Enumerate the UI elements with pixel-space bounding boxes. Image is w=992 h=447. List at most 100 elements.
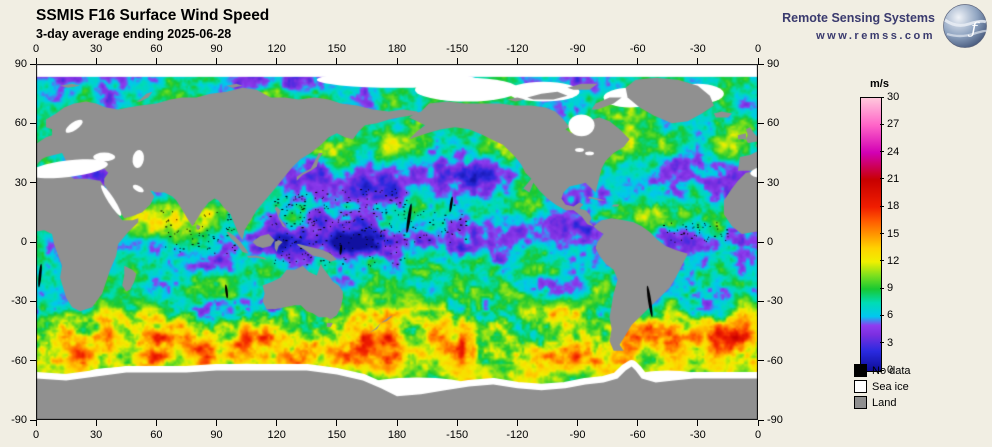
colorbar-tick-label: 12 <box>887 254 900 267</box>
lat-tick-left <box>30 63 36 65</box>
lon-label-bottom: -120 <box>506 429 529 441</box>
legend-item-land: Land <box>854 396 896 409</box>
lat-label-left: -90 <box>11 414 27 426</box>
lat-label-left: 0 <box>20 236 27 248</box>
lon-label-top: 0 <box>32 43 40 55</box>
legend-label: No data <box>872 364 911 377</box>
lon-tick-bottom <box>155 420 157 426</box>
colorbar-tick-label: 15 <box>887 227 900 240</box>
colorbar-tick <box>880 205 884 207</box>
lon-label-bottom: 60 <box>150 429 163 441</box>
lat-label-left: 30 <box>14 176 27 189</box>
colorbar-tick-label: 21 <box>887 172 900 185</box>
lon-tick-top <box>456 58 458 64</box>
legend-item-sea-ice: Sea ice <box>854 380 909 393</box>
brand-text: Remote Sensing Systems www.remss.com <box>782 11 935 42</box>
colorbar-tick-label: 3 <box>887 336 894 349</box>
colorbar <box>860 97 882 372</box>
lat-label-right: 30 <box>767 176 780 189</box>
colorbar-tick <box>880 287 884 289</box>
legend-swatch <box>854 364 867 377</box>
lon-tick-top <box>697 58 699 64</box>
lon-tick-bottom <box>637 420 639 426</box>
colorbar-unit: m/s <box>870 78 889 90</box>
lon-tick-bottom <box>516 420 518 426</box>
lat-label-right: 60 <box>767 117 780 130</box>
lon-tick-top <box>35 58 37 64</box>
lon-tick-bottom <box>276 420 278 426</box>
lon-label-bottom: 120 <box>267 429 286 441</box>
lon-label-bottom: -30 <box>689 429 706 441</box>
lon-tick-top <box>757 58 759 64</box>
lon-label-top: 30 <box>90 43 103 55</box>
colorbar-tick-label: 30 <box>887 91 900 103</box>
lat-label-left: 60 <box>14 117 27 130</box>
lon-label-bottom: 180 <box>387 429 407 441</box>
colorbar-tick <box>880 314 884 316</box>
colorbar-tick-label: 0 <box>887 364 894 376</box>
lon-tick-top <box>336 58 338 64</box>
lon-tick-bottom <box>577 420 578 426</box>
colorbar-tick <box>880 151 884 153</box>
lon-tick-top <box>637 58 639 64</box>
legend-swatch <box>854 396 867 409</box>
svg-text:ƒ: ƒ <box>967 19 980 39</box>
colorbar-tick <box>880 233 884 234</box>
brand-name: Remote Sensing Systems <box>782 10 935 25</box>
lat-tick-right <box>758 182 764 184</box>
legend-item-no-data: No data <box>854 364 911 377</box>
lon-tick-bottom <box>216 420 217 426</box>
globe-logo-icon: ƒ <box>942 3 988 49</box>
colorbar-tick <box>880 96 884 98</box>
lat-tick-left <box>30 122 36 124</box>
branding: Remote Sensing Systems www.remss.com ƒ <box>782 3 988 49</box>
lon-tick-top <box>95 58 97 64</box>
lon-tick-bottom <box>396 420 398 426</box>
lat-label-right: 90 <box>767 58 780 70</box>
lon-label-top: 180 <box>387 43 407 55</box>
colorbar-tick <box>880 260 884 262</box>
lon-label-top: 60 <box>150 43 163 55</box>
colorbar-tick-label: 24 <box>887 145 900 158</box>
lat-tick-right <box>758 63 764 65</box>
lat-tick-right <box>758 360 764 362</box>
lat-label-right: -60 <box>767 354 783 367</box>
lon-label-bottom: -90 <box>569 429 586 441</box>
wind-speed-map-image <box>36 64 758 420</box>
colorbar-tick-label: 6 <box>887 309 894 322</box>
lat-tick-left <box>30 241 36 243</box>
lon-label-top: -60 <box>629 43 646 55</box>
lat-label-left: -60 <box>11 354 27 367</box>
lat-tick-right <box>758 241 764 243</box>
page-title: SSMIS F16 Surface Wind Speed <box>36 7 270 24</box>
lat-label-left: -30 <box>11 295 27 308</box>
lat-label-right: 0 <box>767 236 774 248</box>
colorbar-tick-label: 18 <box>887 200 900 213</box>
lat-tick-right <box>758 300 764 302</box>
brand-url-link[interactable]: www.remss.com <box>816 29 935 42</box>
lon-label-top: -90 <box>569 43 586 55</box>
lon-label-top: -150 <box>446 43 469 55</box>
lon-label-bottom: 90 <box>210 429 223 441</box>
lat-tick-left <box>30 300 36 302</box>
lat-tick-left <box>30 419 36 421</box>
lat-tick-left <box>30 360 36 362</box>
lon-tick-bottom <box>95 420 97 426</box>
colorbar-tick <box>880 178 884 180</box>
lon-tick-top <box>577 58 578 64</box>
lon-tick-top <box>396 58 398 64</box>
lon-tick-top <box>516 58 518 64</box>
lon-label-top: 150 <box>327 43 347 55</box>
lon-label-top: -30 <box>689 43 706 55</box>
lat-label-right: -30 <box>767 295 783 308</box>
lon-tick-top <box>276 58 278 64</box>
lon-label-bottom: -150 <box>446 429 469 441</box>
lat-tick-right <box>758 122 764 124</box>
lon-label-top: 120 <box>267 43 286 55</box>
lon-tick-top <box>155 58 157 64</box>
lat-tick-right <box>758 419 764 421</box>
lon-tick-bottom <box>336 420 338 426</box>
lon-label-bottom: 30 <box>90 429 103 441</box>
lon-tick-bottom <box>697 420 699 426</box>
lon-label-bottom: 0 <box>754 429 762 441</box>
